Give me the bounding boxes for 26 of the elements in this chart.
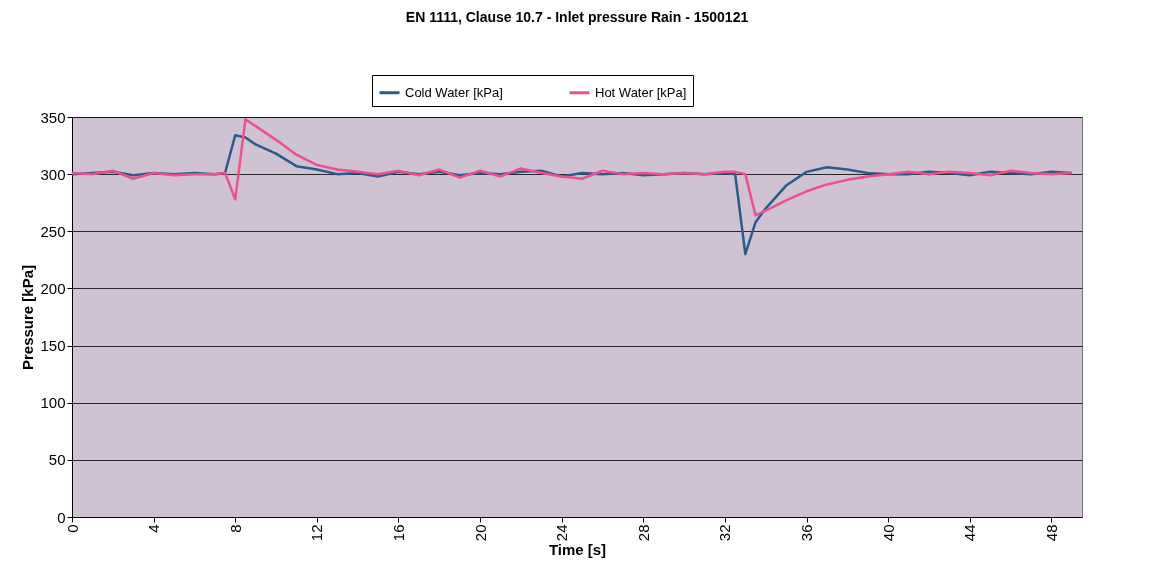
x-axis-title: Time [s]: [548, 541, 607, 559]
y-tick-label: 150: [40, 337, 66, 355]
legend-label: Cold Water [kPa]: [405, 84, 503, 100]
x-tick-label: 20: [471, 524, 489, 542]
y-tick-label: 100: [40, 394, 66, 412]
y-tick-label: 50: [48, 451, 66, 469]
y-tick-label: 300: [40, 165, 66, 183]
x-tick-label: 24: [553, 524, 571, 542]
y-tick-label: 200: [40, 279, 66, 297]
x-tick-label: 28: [634, 524, 652, 542]
x-tick-label: 32: [716, 524, 734, 542]
y-axis-title: Pressure [kPa]: [19, 264, 37, 371]
x-tick-label: 48: [1042, 524, 1060, 542]
x-tick-label: 40: [879, 524, 897, 542]
y-tick-label: 250: [40, 222, 66, 240]
x-tick-label: 12: [308, 524, 326, 542]
x-tick-label: 8: [226, 524, 244, 533]
x-tick-label: 44: [961, 524, 979, 542]
x-tick-label: 16: [389, 524, 407, 542]
chart-title: EN 1111, Clause 10.7 - Inlet pressure Rain - 1500121: [405, 8, 749, 25]
y-tick-label: 350: [40, 108, 66, 126]
x-tick-label: 36: [798, 524, 816, 542]
line-series: [70, 118, 1074, 217]
x-tick-label: 0: [63, 524, 81, 533]
x-tick-label: 4: [145, 524, 163, 533]
legend-label: Hot Water [kPa]: [595, 84, 687, 100]
